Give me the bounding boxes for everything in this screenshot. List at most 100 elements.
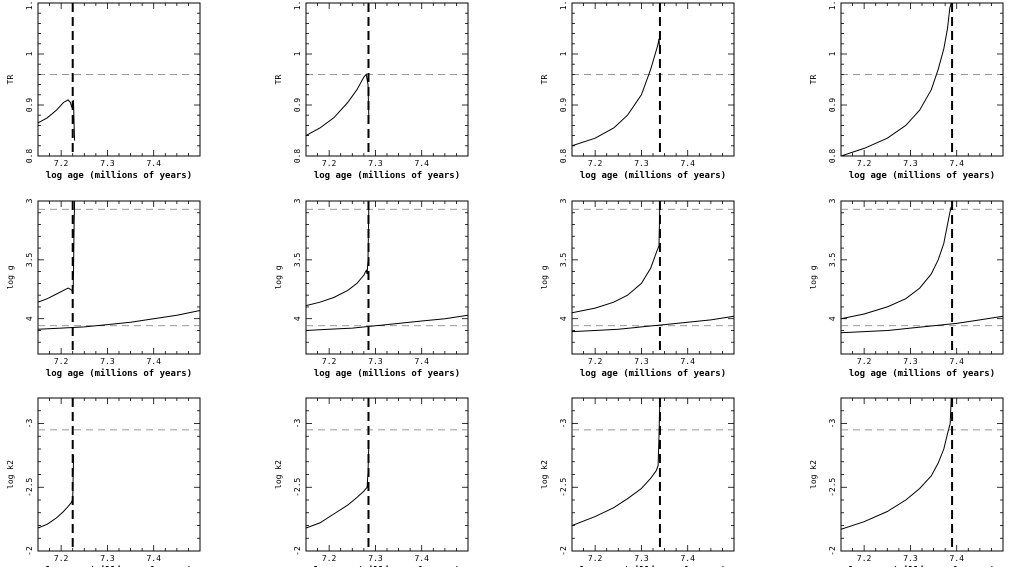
y-tick-label: 1.1 <box>293 0 302 10</box>
data-series-0 <box>572 398 661 526</box>
series-group <box>38 455 75 529</box>
x-tick-label: 7.2 <box>588 554 603 563</box>
y-tick-label: -3 <box>559 419 568 429</box>
y-tick-label: 0.9 <box>559 98 568 113</box>
data-series-0 <box>572 201 661 314</box>
series-group <box>306 442 370 529</box>
plot-frame <box>305 200 469 355</box>
y-tick-label: -2.5 <box>25 477 34 496</box>
data-series-0 <box>306 442 370 529</box>
y-tick-label: 0.9 <box>25 98 34 113</box>
x-axis-label: log age (millions of years) <box>849 368 995 379</box>
x-tick-label: 7.2 <box>857 159 872 168</box>
y-tick-label: -3 <box>293 419 302 429</box>
panel-r0-c0: 7.2 7.3 7.4 0.8 0.9 1 1.1 log age (millions of … <box>6 0 201 181</box>
y-tick-label: -2.5 <box>293 477 302 496</box>
x-tick-label: 7.2 <box>322 554 337 563</box>
plot-frame <box>840 2 1004 157</box>
y-tick-label: -3 <box>828 419 837 429</box>
x-tick-label: 7.4 <box>146 159 161 168</box>
y-tick-label: 0.8 <box>25 149 34 164</box>
y-tick-label: 3 <box>559 198 568 203</box>
x-axis-label: log age (millions of years) <box>580 565 726 567</box>
y-axis-label: log k2 <box>540 460 549 489</box>
y-tick-label: -2.5 <box>828 477 837 496</box>
plot-frame <box>840 397 1004 552</box>
data-series-0 <box>38 201 76 303</box>
x-tick-label: 7.4 <box>414 357 429 366</box>
x-axis-label: log age (millions of years) <box>580 368 726 379</box>
y-tick-label: -2 <box>293 546 302 556</box>
y-axis-label: log g <box>540 265 549 289</box>
y-tick-label: 3 <box>293 198 302 203</box>
y-tick-label: -2 <box>25 546 34 556</box>
y-tick-label: 4 <box>828 316 837 321</box>
y-tick-label: 1 <box>293 51 302 56</box>
x-tick-label: 7.3 <box>634 357 649 366</box>
x-tick-label: 7.3 <box>634 159 649 168</box>
y-tick-label: 0.8 <box>828 149 837 164</box>
x-tick-label: 7.3 <box>368 159 383 168</box>
y-tick-label: -3 <box>25 419 34 429</box>
series-group <box>841 3 952 156</box>
plot-frame <box>305 397 469 552</box>
y-tick-label: 1 <box>559 51 568 56</box>
data-series-1 <box>841 315 1003 334</box>
y-tick-label: 4 <box>25 316 34 321</box>
panel-r0-c1: 7.2 7.3 7.4 0.8 0.9 1 1.1 log age (millions of … <box>274 0 469 181</box>
x-tick-label: 7.2 <box>54 159 69 168</box>
panel-r1-c1: 7.2 7.3 7.4 3 3.5 4 log age (millions of years… <box>274 198 469 379</box>
y-tick-label: 1 <box>828 51 837 56</box>
x-tick-label: 7.4 <box>680 357 695 366</box>
x-tick-label: 7.2 <box>54 554 69 563</box>
x-tick-label: 7.4 <box>146 554 161 563</box>
plot-frame <box>571 200 735 355</box>
y-axis-label: log g <box>6 265 15 289</box>
y-tick-label: 0.8 <box>559 149 568 164</box>
x-axis-label: log age (millions of years) <box>314 170 460 181</box>
y-tick-label: 0.8 <box>293 149 302 164</box>
x-tick-label: 7.3 <box>100 159 115 168</box>
x-tick-label: 7.3 <box>100 357 115 366</box>
data-series-0 <box>38 455 75 529</box>
panel-r2-c0: 7.2 7.3 7.4 -2 -2.5 -3 log age (millions of ye… <box>6 397 201 567</box>
x-axis-label: log age (millions of years) <box>849 565 995 567</box>
y-axis-label: TR <box>809 75 818 85</box>
series-group <box>841 398 952 530</box>
x-tick-label: 7.2 <box>588 159 603 168</box>
panel-r2-c3: 7.2 7.3 7.4 -2 -2.5 -3 log age (millions of ye… <box>809 397 1004 567</box>
x-axis-label: log age (millions of years) <box>46 368 192 379</box>
x-tick-label: 7.2 <box>54 357 69 366</box>
y-tick-label: -2 <box>828 546 837 556</box>
data-series-1 <box>38 310 200 330</box>
x-axis-label: log age (millions of years) <box>849 170 995 181</box>
x-axis-label: log age (millions of years) <box>314 565 460 567</box>
x-tick-label: 7.2 <box>588 357 603 366</box>
panel-r0-c3: 7.2 7.3 7.4 0.8 0.9 1 1.1 log age (millions of … <box>809 0 1004 181</box>
data-series-0 <box>841 398 952 530</box>
y-tick-label: 3.5 <box>828 252 837 267</box>
x-axis-label: log age (millions of years) <box>580 170 726 181</box>
panel-r1-c2: 7.2 7.3 7.4 3 3.5 4 log age (millions of years… <box>540 198 735 379</box>
y-tick-label: -2 <box>559 546 568 556</box>
series-group <box>38 99 76 141</box>
x-tick-label: 7.4 <box>949 554 964 563</box>
series-group <box>841 206 1003 334</box>
x-tick-label: 7.3 <box>634 554 649 563</box>
y-tick-label: 1 <box>25 51 34 56</box>
x-axis-label: log age (millions of years) <box>46 170 192 181</box>
x-tick-label: 7.4 <box>146 357 161 366</box>
panel-r2-c2: 7.2 7.3 7.4 -2 -2.5 -3 log age (millions of ye… <box>540 397 735 567</box>
series-group <box>572 38 661 147</box>
x-tick-label: 7.3 <box>903 159 918 168</box>
y-axis-label: log k2 <box>274 460 283 489</box>
y-tick-label: 0.9 <box>828 98 837 113</box>
y-axis-label: TR <box>540 75 549 85</box>
plot-frame <box>37 2 201 157</box>
panel-r0-c2: 7.2 7.3 7.4 0.8 0.9 1 1.1 log age (millions of … <box>540 0 735 181</box>
x-axis-label: log age (millions of years) <box>46 565 192 567</box>
y-axis-label: log g <box>809 265 818 289</box>
x-tick-label: 7.3 <box>368 357 383 366</box>
x-tick-label: 7.3 <box>903 357 918 366</box>
